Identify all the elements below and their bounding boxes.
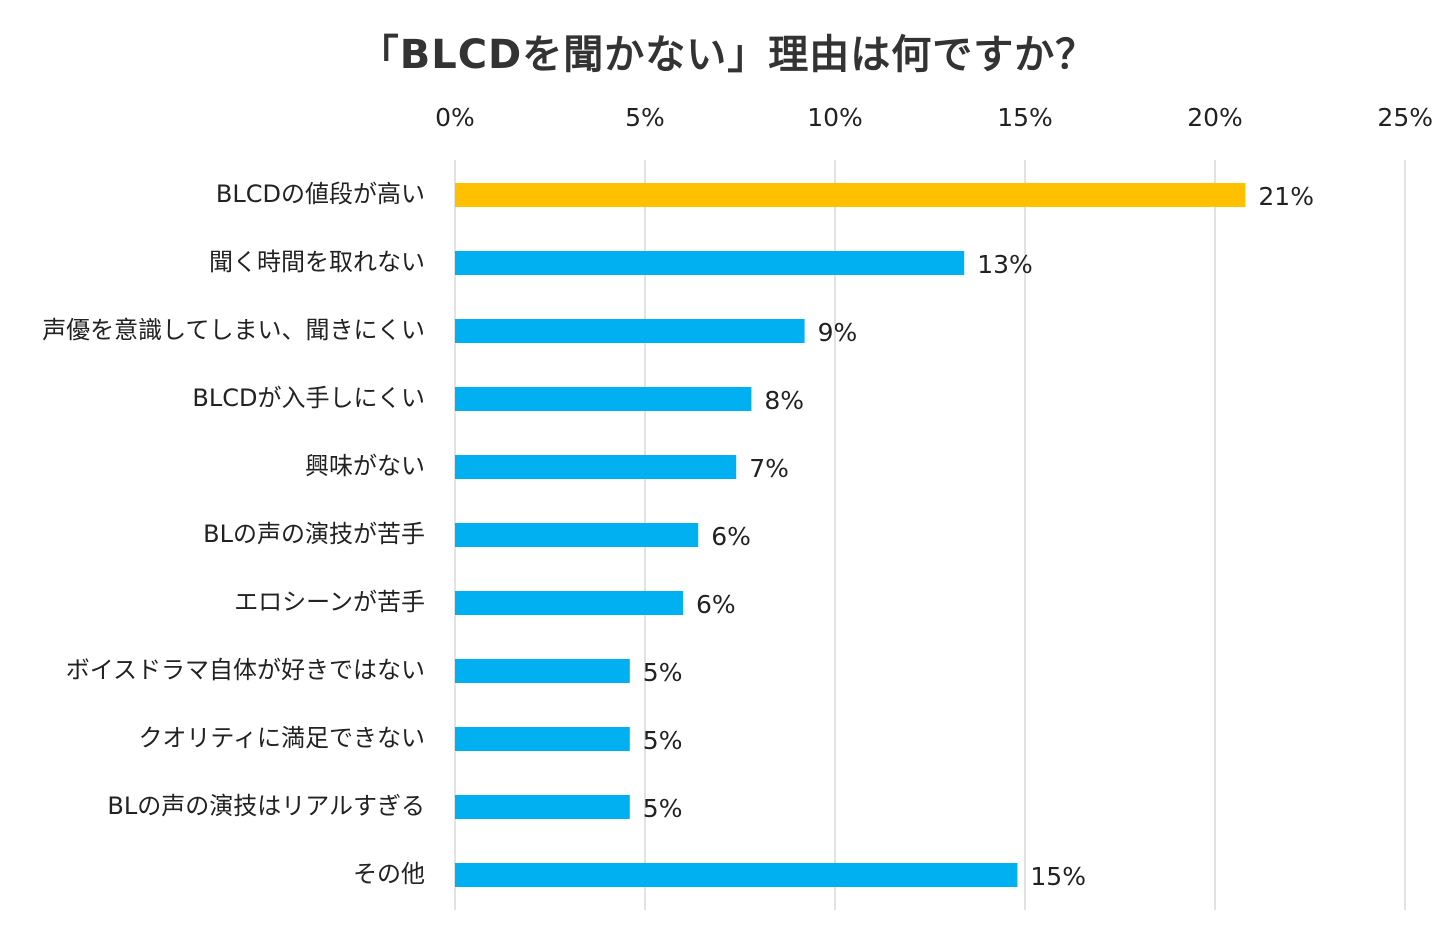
data-label: 6% <box>711 522 751 551</box>
data-label: 6% <box>696 590 736 619</box>
data-label: 21% <box>1258 182 1314 211</box>
category-label: クオリティに満足できない <box>138 724 425 752</box>
x-tick-label: 10% <box>807 103 863 132</box>
data-label: 8% <box>764 386 804 415</box>
category-label: エロシーンが苦手 <box>234 588 425 616</box>
x-tick-label: 0% <box>435 103 475 132</box>
data-label: 5% <box>643 726 683 755</box>
bar <box>455 591 683 615</box>
bar <box>455 727 630 751</box>
category-label: BLCDの値段が高い <box>216 180 425 208</box>
chart-title: 「BLCDを聞かない」理由は何ですか？ <box>358 32 1097 78</box>
x-axis-ticks: 0% 5% 10% 15% 20% 25% <box>435 103 1433 132</box>
x-tick-label: 15% <box>997 103 1053 132</box>
bar <box>455 455 737 479</box>
data-labels: 21% 13% 9% 8% 7% 6% 6% 5% 5% 5% 15% <box>643 182 1314 891</box>
bar <box>455 659 630 683</box>
bar <box>455 523 699 547</box>
x-tick-label: 25% <box>1377 103 1433 132</box>
data-label: 15% <box>1030 862 1086 891</box>
bar <box>455 319 805 343</box>
category-label: 声優を意識してしまい、聞きにくい <box>42 316 425 344</box>
category-label: BLの声の演技が苦手 <box>203 520 425 548</box>
bar <box>455 863 1018 887</box>
category-label: 聞く時間を取れない <box>209 248 425 276</box>
category-label: BLCDが入手しにくい <box>192 384 425 412</box>
data-label: 13% <box>977 250 1033 279</box>
bars <box>455 183 1246 887</box>
bar <box>455 251 965 275</box>
bar <box>455 795 630 819</box>
category-label: 興味がない <box>305 452 425 480</box>
bar <box>455 387 752 411</box>
category-label: ボイスドラマ自体が好きではない <box>66 656 425 684</box>
x-tick-label: 20% <box>1187 103 1243 132</box>
x-tick-label: 5% <box>625 103 665 132</box>
data-label: 5% <box>643 658 683 687</box>
category-label: BLの声の演技はリアルすぎる <box>107 792 425 820</box>
bar <box>455 183 1246 207</box>
data-label: 7% <box>749 454 789 483</box>
data-label: 5% <box>643 794 683 823</box>
category-label: その他 <box>353 860 425 888</box>
data-label: 9% <box>818 318 858 347</box>
